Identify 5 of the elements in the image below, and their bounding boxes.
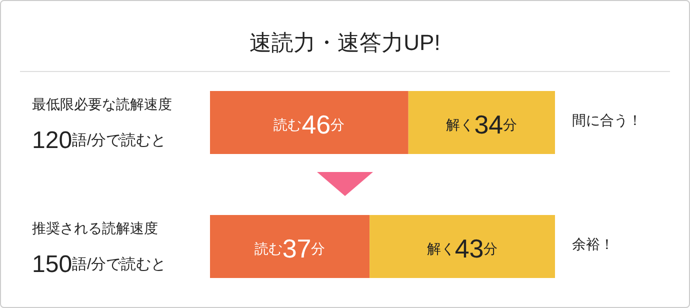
y-tick-label: 推奨される読解速度 150語/分で読むと xyxy=(32,220,166,278)
text: 余裕！ xyxy=(572,236,614,254)
chart-title: 速読力・速答力UP! xyxy=(248,29,442,57)
y-tick-label: 最低限必要な読解速度 120語/分で読むと xyxy=(32,96,172,154)
text: 間に合う！ xyxy=(572,112,642,130)
